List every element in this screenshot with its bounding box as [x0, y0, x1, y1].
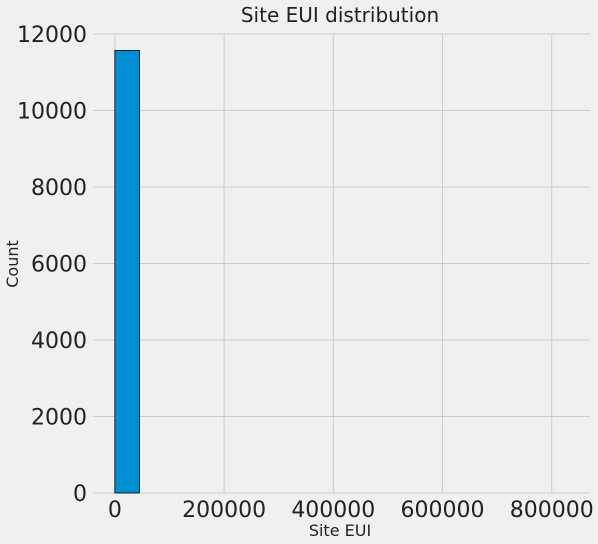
grid-layer — [93, 33, 590, 494]
y-axis-label: Count — [3, 240, 22, 288]
histogram-bar — [114, 50, 140, 494]
tick-layer: 0 2000 4000 6000 8000 10000 12000 0 200000 400000… — [17, 23, 594, 523]
x-tick-label: 400000 — [291, 498, 375, 523]
y-tick-label: 12000 — [17, 23, 87, 48]
y-tick-label: 0 — [73, 482, 87, 507]
y-tick-label: 2000 — [31, 406, 87, 431]
x-axis-label: Site EUI — [309, 521, 371, 540]
x-tick-label: 0 — [108, 498, 122, 523]
y-tick-label: 10000 — [17, 100, 87, 125]
bar-layer — [114, 50, 140, 494]
x-tick-label: 800000 — [510, 498, 594, 523]
x-tick-label: 200000 — [182, 498, 266, 523]
y-tick-label: 4000 — [31, 329, 87, 354]
chart-title: Site EUI distribution — [241, 3, 439, 27]
y-tick-label: 8000 — [31, 176, 87, 201]
y-tick-label: 6000 — [31, 253, 87, 278]
x-tick-label: 600000 — [401, 498, 485, 523]
